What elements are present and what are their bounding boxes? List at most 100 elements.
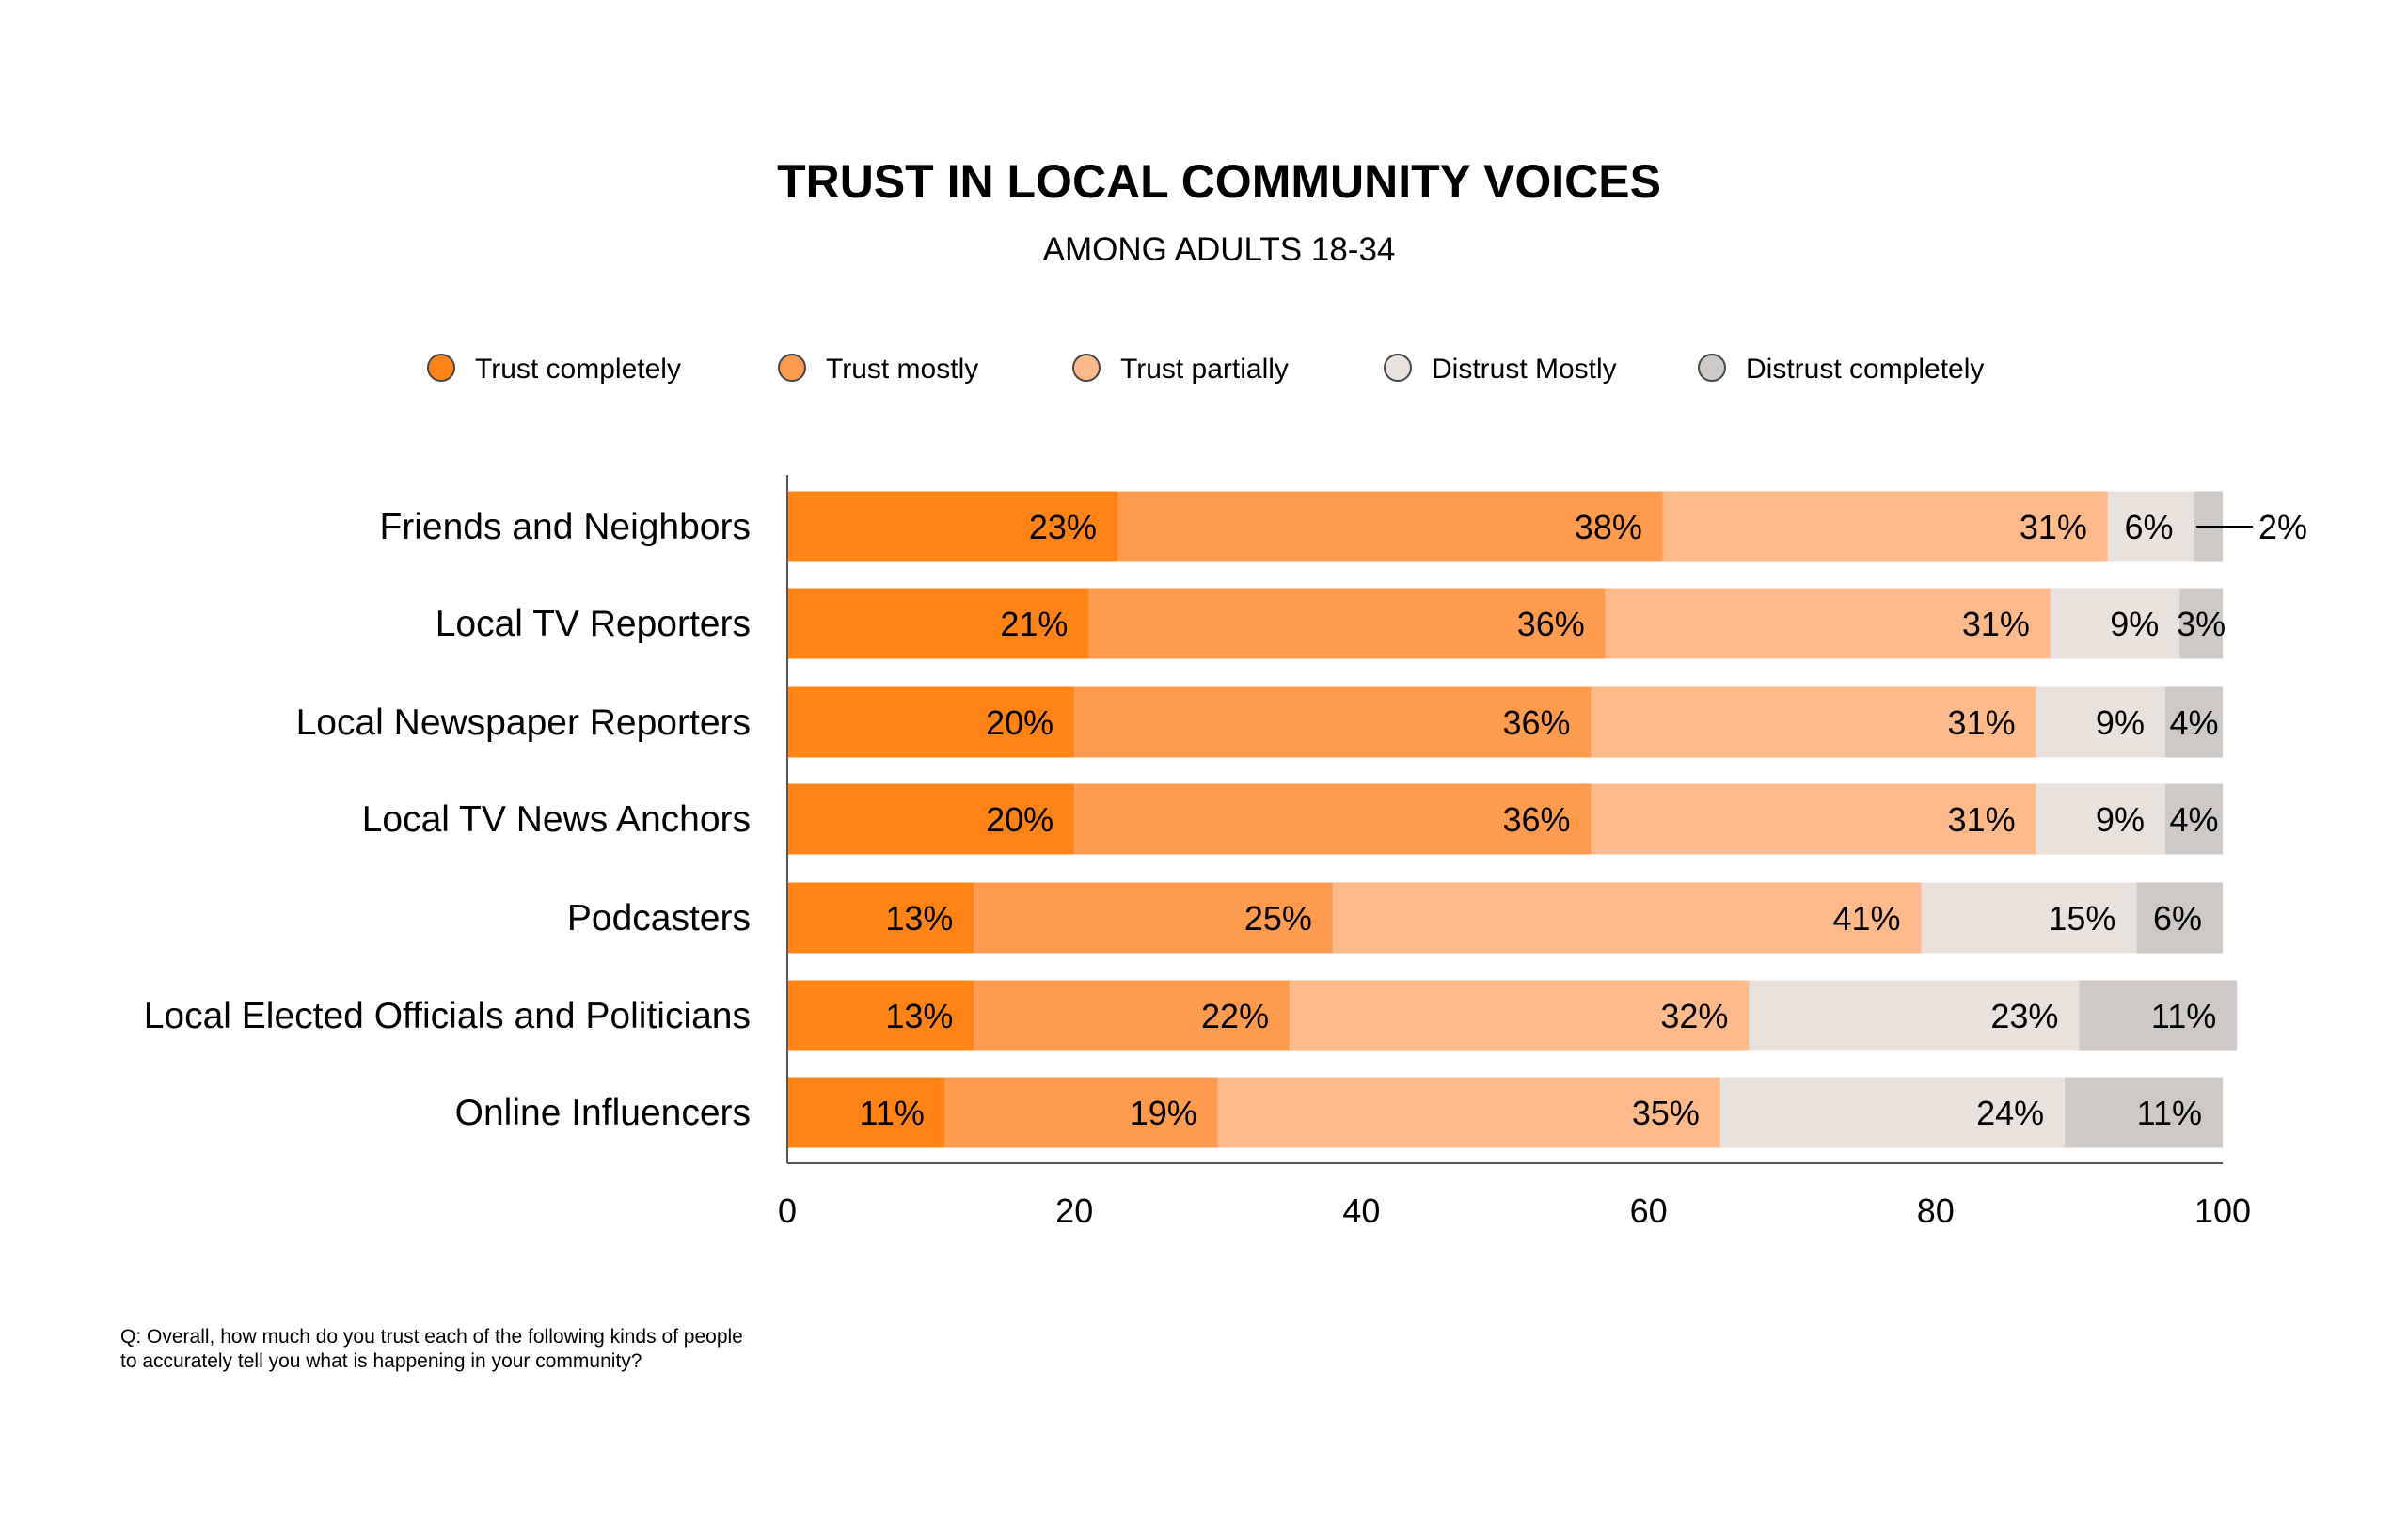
bars: Friends and Neighbors 23% 38% 31% 6% 2% Local …: [144, 491, 2307, 1148]
data-label: 20%: [986, 800, 1054, 839]
footnote: Q: Overall, how much do you trust each o…: [120, 1326, 749, 1372]
bar-segment: [1074, 686, 1592, 758]
data-label: 6%: [2153, 899, 2202, 938]
data-label: 20%: [986, 703, 1054, 742]
data-label: 38%: [1575, 508, 1642, 546]
bar-segment: [787, 588, 1089, 659]
data-label: 23%: [1029, 508, 1097, 546]
bar-segment: [1749, 980, 2080, 1051]
legend-swatch-1: [778, 354, 806, 382]
data-label: 24%: [1976, 1094, 2044, 1132]
bar-segment: [1662, 491, 2108, 562]
bar-segment: [787, 980, 974, 1051]
data-label: 11%: [859, 1094, 924, 1132]
bar-segment: [787, 686, 1075, 758]
data-label: 15%: [2048, 899, 2115, 938]
legend: Trust completely Trust mostly Trust partia…: [427, 354, 1984, 385]
legend-label-1: Trust mostly: [826, 354, 978, 385]
data-label: 11%: [2137, 1094, 2202, 1132]
bar-segment: [1290, 980, 1750, 1051]
legend-swatch-4: [1698, 354, 1726, 382]
data-label: 36%: [1502, 800, 1570, 839]
data-label: 41%: [1832, 899, 1900, 938]
legend-swatch-3: [1384, 354, 1412, 382]
bar-segment: [1217, 1077, 1720, 1148]
bar-segment: [2050, 588, 2180, 659]
bar-segment: [2164, 783, 2223, 855]
legend-swatch-2: [1072, 354, 1101, 382]
bar-segment: [2136, 882, 2223, 954]
data-label: 23%: [1990, 997, 2058, 1035]
data-label: 21%: [1000, 605, 1068, 643]
data-label: 31%: [1948, 703, 2016, 742]
category-label: Online Influencers: [455, 1093, 751, 1133]
bar-segment: [1591, 783, 2036, 855]
x-tick-label: 80: [1917, 1191, 1955, 1230]
x-tick-label: 0: [778, 1191, 797, 1230]
bar-segment: [1074, 783, 1592, 855]
data-label: 4%: [2169, 703, 2218, 742]
bar-segment: [2036, 686, 2165, 758]
footnote-line-1: Q: Overall, how much do you trust each o…: [120, 1326, 743, 1348]
data-label: 36%: [1502, 703, 1570, 742]
data-label: 22%: [1201, 997, 1269, 1035]
data-label: 6%: [2124, 508, 2173, 546]
bar-segment: [974, 882, 1333, 954]
bar-segment: [787, 1077, 945, 1148]
bar-segment: [2179, 588, 2223, 659]
bar-segment: [2107, 491, 2194, 562]
bar-segment: [1332, 882, 1922, 954]
data-label: 9%: [2110, 605, 2159, 643]
category-label: Local Elected Officials and Politicians: [144, 996, 751, 1036]
bar-segment: [2079, 980, 2238, 1051]
x-tick-label: 20: [1055, 1191, 1093, 1230]
data-label: 13%: [885, 899, 953, 938]
data-label: 4%: [2169, 800, 2218, 839]
data-label: 11%: [2151, 997, 2216, 1035]
data-label: 9%: [2096, 800, 2145, 839]
data-label: 31%: [2020, 508, 2087, 546]
bar-segment: [974, 980, 1291, 1051]
legend-swatch-0: [427, 354, 455, 382]
x-axis-ticks: 0 20 40 60 80 100: [778, 1191, 2251, 1230]
category-label: Local TV News Anchors: [362, 799, 751, 840]
chart-subtitle: AMONG ADULTS 18-34: [1043, 231, 1396, 268]
data-label: 9%: [2096, 703, 2145, 742]
data-label: 32%: [1660, 997, 1728, 1035]
bar-segment: [787, 882, 974, 954]
bar-segment: [1921, 882, 2137, 954]
data-label: 35%: [1632, 1094, 1700, 1132]
bar-segment: [1591, 686, 2036, 758]
bar-segment: [1117, 491, 1663, 562]
legend-label-3: Distrust Mostly: [1432, 354, 1617, 385]
bar-segment: [787, 783, 1075, 855]
data-label: 31%: [1948, 800, 2016, 839]
bar-segment: [2065, 1077, 2223, 1148]
x-tick-label: 60: [1630, 1191, 1668, 1230]
footnote-line-2: to accurately tell you what is happening…: [120, 1350, 642, 1372]
category-label: Local Newspaper Reporters: [296, 702, 751, 743]
bar-segment: [1719, 1077, 2066, 1148]
legend-label-0: Trust completely: [475, 354, 681, 385]
category-label: Friends and Neighbors: [379, 507, 751, 547]
bar-segment: [2036, 783, 2165, 855]
bar-segment: [2164, 686, 2223, 758]
chart-title: TRUST IN LOCAL COMMUNITY VOICES: [777, 155, 1661, 208]
data-label: 3%: [2177, 605, 2226, 643]
data-label: 25%: [1244, 899, 1312, 938]
category-label: Podcasters: [567, 898, 751, 939]
data-label: 2%: [2258, 508, 2307, 546]
data-label: 19%: [1130, 1094, 1197, 1132]
bar-segment: [787, 491, 1117, 562]
legend-label-2: Trust partially: [1120, 354, 1289, 385]
bar-segment: [944, 1077, 1218, 1148]
legend-label-4: Distrust completely: [1746, 354, 1984, 385]
x-tick-label: 40: [1342, 1191, 1380, 1230]
data-label: 36%: [1517, 605, 1585, 643]
x-tick-label: 100: [2194, 1191, 2251, 1230]
data-label: 13%: [885, 997, 953, 1035]
data-label: 31%: [1962, 605, 2030, 643]
bar-segment: [1605, 588, 2051, 659]
bar-segment: [1088, 588, 1606, 659]
